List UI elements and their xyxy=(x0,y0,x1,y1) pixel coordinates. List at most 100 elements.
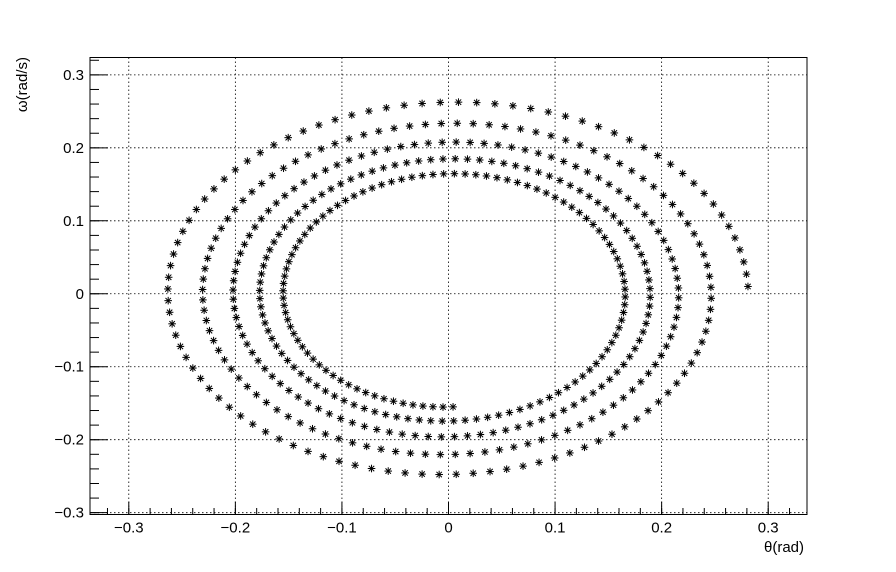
x-tick-label: −0.3 xyxy=(114,520,144,537)
data-point xyxy=(198,285,207,294)
data-point xyxy=(645,276,653,284)
data-point xyxy=(185,216,193,225)
data-point xyxy=(523,164,531,173)
data-point xyxy=(736,246,744,254)
data-point xyxy=(482,172,491,180)
data-point xyxy=(673,274,682,283)
data-point xyxy=(469,119,478,128)
data-point xyxy=(657,351,666,360)
data-point xyxy=(291,157,300,166)
data-point xyxy=(466,138,474,147)
data-point xyxy=(421,450,430,459)
data-point xyxy=(231,205,239,214)
data-point xyxy=(706,305,715,314)
data-point xyxy=(411,431,419,440)
data-point xyxy=(360,422,369,431)
data-point xyxy=(346,175,355,183)
data-point xyxy=(609,212,618,220)
data-point xyxy=(493,173,501,182)
data-point xyxy=(289,441,298,450)
data-point xyxy=(509,102,517,110)
data-point xyxy=(511,161,520,170)
data-point xyxy=(286,322,295,331)
data-point xyxy=(589,220,597,229)
data-point xyxy=(695,240,704,248)
axis-ticks xyxy=(90,59,791,515)
data-point xyxy=(666,160,675,169)
data-point xyxy=(609,401,618,409)
data-point xyxy=(251,223,259,231)
data-point xyxy=(429,170,437,179)
data-point xyxy=(700,250,708,259)
data-point xyxy=(288,250,296,259)
data-point xyxy=(583,168,592,176)
y-tick-label: 0.1 xyxy=(63,213,84,230)
data-point xyxy=(659,191,668,200)
data-point xyxy=(619,308,628,317)
data-point xyxy=(168,320,176,328)
data-point xyxy=(240,240,249,249)
data-point xyxy=(545,172,554,180)
data-point xyxy=(164,273,173,282)
data-point xyxy=(229,286,237,294)
data-point xyxy=(392,413,401,421)
data-point xyxy=(676,210,685,218)
data-point xyxy=(319,212,327,220)
data-point xyxy=(303,349,312,357)
data-point xyxy=(166,261,175,270)
data-point xyxy=(610,129,619,137)
data-point xyxy=(491,100,499,108)
data-point xyxy=(563,383,571,392)
data-point xyxy=(200,306,208,315)
data-point xyxy=(217,224,225,233)
data-point xyxy=(235,322,243,331)
data-point xyxy=(236,412,245,420)
data-point xyxy=(192,205,201,214)
data-point xyxy=(390,124,398,133)
data-point xyxy=(345,156,353,164)
data-point xyxy=(509,443,518,451)
data-point xyxy=(533,185,541,193)
data-point xyxy=(351,461,359,470)
data-point xyxy=(640,259,649,267)
data-point xyxy=(360,404,369,413)
data-point xyxy=(415,416,424,424)
data-point xyxy=(384,467,393,475)
data-point xyxy=(284,412,293,421)
data-point xyxy=(637,250,645,259)
data-point xyxy=(644,310,653,319)
data-point xyxy=(309,355,317,363)
data-point xyxy=(248,187,256,196)
data-point xyxy=(350,192,358,200)
data-point xyxy=(304,399,312,407)
data-point xyxy=(344,380,353,389)
data-point xyxy=(516,405,524,414)
data-point xyxy=(450,169,459,178)
data-point xyxy=(524,439,532,448)
data-point xyxy=(229,295,238,304)
data-point xyxy=(282,265,291,273)
data-point xyxy=(627,166,636,175)
data-point xyxy=(248,420,257,428)
data-point xyxy=(514,423,522,432)
data-point xyxy=(674,284,683,292)
data-point xyxy=(315,121,323,129)
data-point xyxy=(322,366,330,375)
data-point xyxy=(589,389,597,397)
data-point xyxy=(199,275,208,283)
data-point xyxy=(283,356,292,365)
data-point xyxy=(438,138,446,147)
data-point xyxy=(374,127,383,136)
data-point xyxy=(284,133,293,142)
data-point xyxy=(418,171,427,180)
y-tick-label: −0.1 xyxy=(54,359,84,376)
data-point xyxy=(281,308,290,317)
data-point xyxy=(257,214,266,223)
data-point xyxy=(598,352,606,361)
data-point xyxy=(707,294,715,303)
data-point xyxy=(300,230,309,239)
data-point xyxy=(314,404,323,413)
data-point xyxy=(270,141,278,149)
data-point xyxy=(585,366,594,374)
data-point xyxy=(308,424,317,433)
